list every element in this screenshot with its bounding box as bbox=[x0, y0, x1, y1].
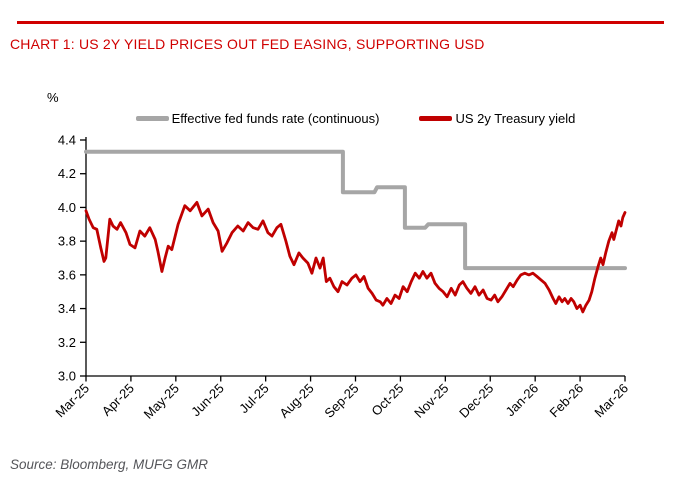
fed-funds-legend-label: Effective fed funds rate (continuous) bbox=[171, 111, 380, 126]
y-tick-label: 3.6 bbox=[58, 267, 76, 282]
y-tick-label: 3.4 bbox=[58, 301, 76, 316]
x-tick-label: Mar-25 bbox=[52, 381, 92, 421]
x-tick-label: Feb-26 bbox=[546, 381, 586, 421]
y-tick-label: 4.0 bbox=[58, 200, 76, 215]
y-tick-label: 3.8 bbox=[58, 234, 76, 249]
y-tick-label: 3.0 bbox=[58, 369, 76, 384]
chart-legend: Effective fed funds rate (continuous) US… bbox=[86, 111, 625, 126]
legend-item-treasury: US 2y Treasury yield bbox=[419, 111, 575, 126]
treasury-legend-label: US 2y Treasury yield bbox=[455, 111, 576, 126]
x-tick-label: Mar-26 bbox=[591, 381, 631, 421]
y-axis-unit-label: % bbox=[47, 90, 59, 105]
x-tick-label: May-25 bbox=[141, 381, 182, 422]
chart-title: CHART 1: US 2Y YIELD PRICES OUT FED EASI… bbox=[10, 36, 485, 52]
x-tick-label: Jun-25 bbox=[188, 381, 227, 420]
source-text: Source: Bloomberg, MUFG GMR bbox=[10, 457, 209, 472]
x-tick-label: Jan-26 bbox=[503, 381, 542, 420]
header-rule bbox=[17, 21, 664, 25]
treasury-line-swatch bbox=[419, 116, 453, 121]
x-tick-label: Aug-25 bbox=[276, 381, 316, 421]
x-tick-label: Dec-25 bbox=[456, 381, 496, 421]
x-tick-label: Sep-25 bbox=[321, 381, 361, 421]
x-tick-label: Jul-25 bbox=[236, 381, 272, 417]
fed-funds-line-swatch bbox=[135, 116, 169, 121]
y-tick-label: 4.4 bbox=[58, 133, 76, 148]
x-tick-label: Nov-25 bbox=[411, 381, 451, 421]
legend-item-fed-funds: Effective fed funds rate (continuous) bbox=[135, 111, 380, 126]
treasury-yield-line bbox=[84, 201, 627, 314]
fed-funds-line bbox=[84, 149, 627, 271]
x-tick-label: Oct-25 bbox=[368, 381, 406, 419]
y-tick-label: 4.2 bbox=[58, 166, 76, 181]
x-tick-label: Apr-25 bbox=[99, 381, 137, 419]
y-tick-label: 3.2 bbox=[58, 335, 76, 350]
